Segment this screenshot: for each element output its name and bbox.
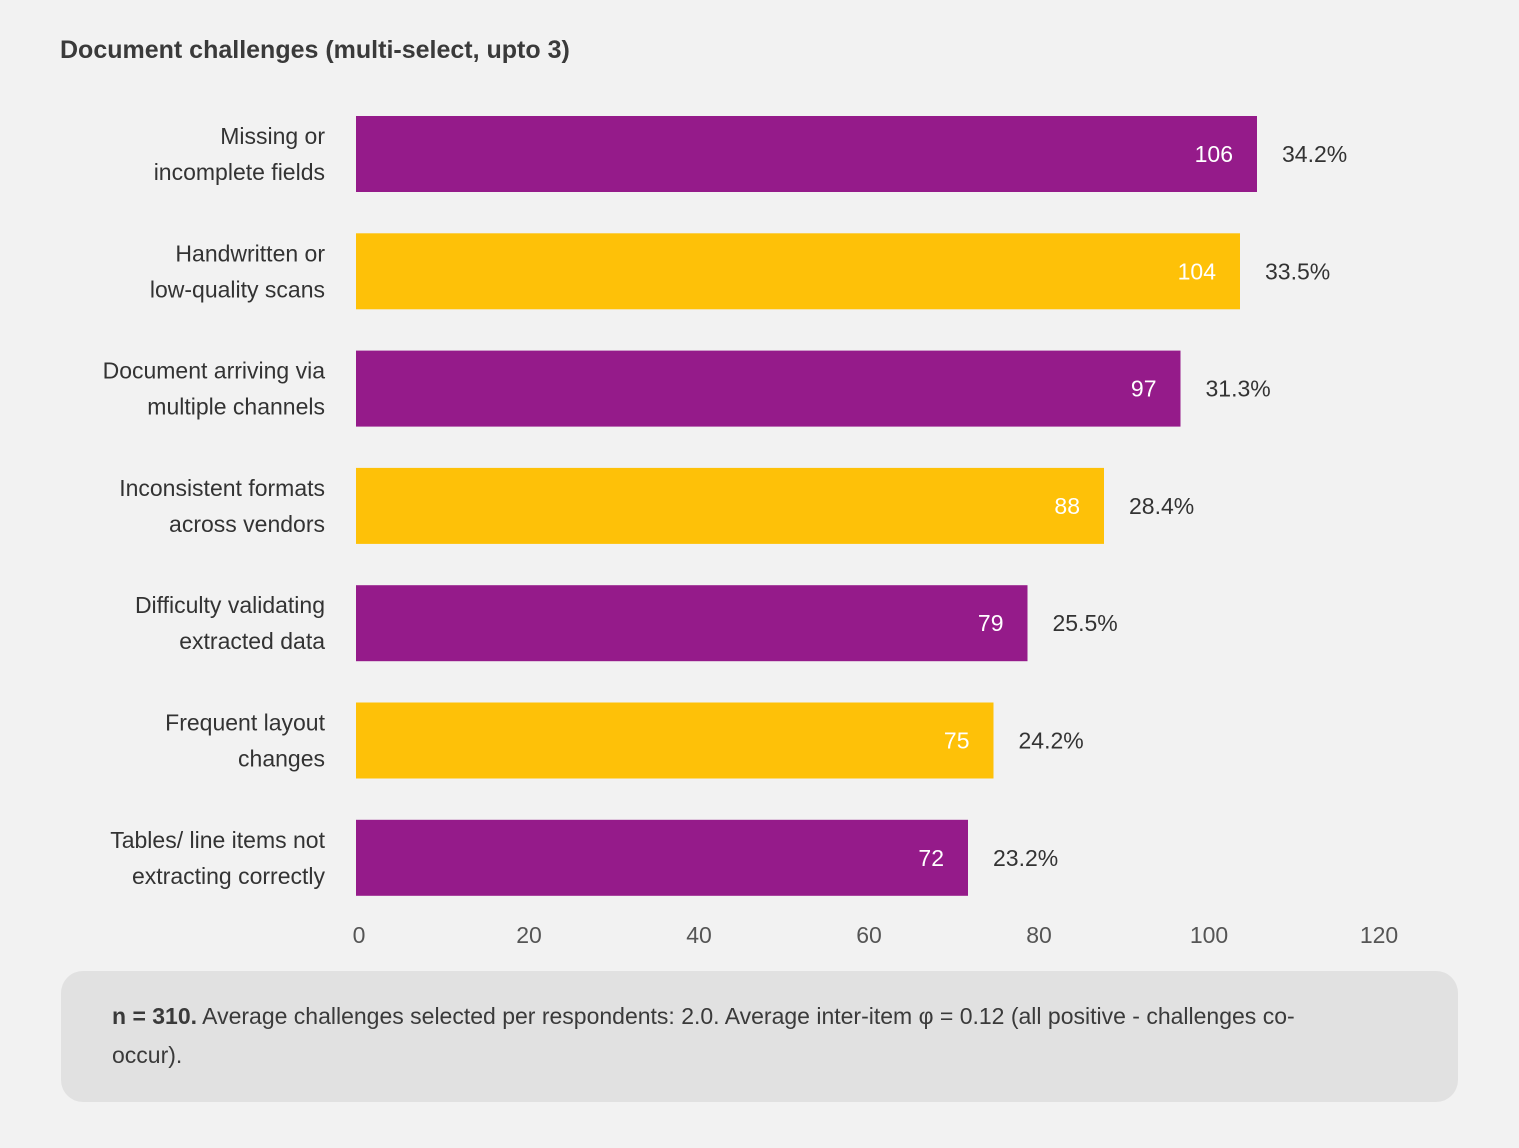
bar-chart: 106 34.2% Missing or incomplete fields 104 33…	[103, 116, 1398, 948]
bar	[356, 233, 1240, 310]
footnote-box: n = 310. Average challenges selected per…	[61, 971, 1458, 1102]
x-tick-label: 100	[1190, 922, 1228, 948]
x-tick-label: 120	[1360, 922, 1398, 948]
bar-value-label: 88	[1054, 493, 1080, 519]
bar	[356, 350, 1181, 427]
footnote-text: Average challenges selected per responde…	[112, 1003, 1295, 1068]
x-tick-label: 80	[1026, 922, 1052, 948]
category-label: Missing or incomplete fields	[154, 123, 326, 185]
bar-value-label: 106	[1195, 141, 1233, 167]
bar-percent-label: 33.5%	[1265, 258, 1330, 284]
bar-percent-label: 34.2%	[1282, 141, 1347, 167]
bar	[356, 702, 994, 779]
x-tick-label: 60	[856, 922, 882, 948]
footnote-sample-size: n = 310.	[112, 1003, 198, 1029]
bar-percent-label: 31.3%	[1206, 376, 1271, 402]
bar	[356, 585, 1028, 662]
bar	[356, 467, 1104, 544]
category-label: Difficulty validating extracted data	[135, 592, 325, 654]
category-label: Document arriving via multiple channels	[103, 358, 326, 420]
bar-value-label: 79	[978, 610, 1004, 636]
category-label: Handwritten or low-quality scans	[150, 240, 325, 302]
bar-value-label: 97	[1131, 376, 1157, 402]
chart-title: Document challenges (multi-select, upto …	[60, 36, 570, 64]
x-tick-label: 20	[516, 922, 542, 948]
bar	[356, 116, 1257, 192]
category-label: Frequent layout changes	[165, 710, 325, 772]
category-label: Inconsistent formats across vendors	[119, 475, 325, 537]
category-label: Tables/ line items not extracting correct…	[110, 827, 325, 889]
bar-percent-label: 28.4%	[1129, 493, 1194, 519]
x-tick-label: 40	[686, 922, 712, 948]
bar	[356, 819, 968, 896]
bar-value-label: 75	[944, 728, 970, 754]
bar-percent-label: 23.2%	[993, 845, 1058, 871]
bar-percent-label: 24.2%	[1019, 728, 1084, 754]
bar-value-label: 72	[918, 845, 944, 871]
x-tick-label: 0	[353, 922, 366, 948]
bar-percent-label: 25.5%	[1053, 610, 1118, 636]
bar-value-label: 104	[1178, 258, 1217, 284]
